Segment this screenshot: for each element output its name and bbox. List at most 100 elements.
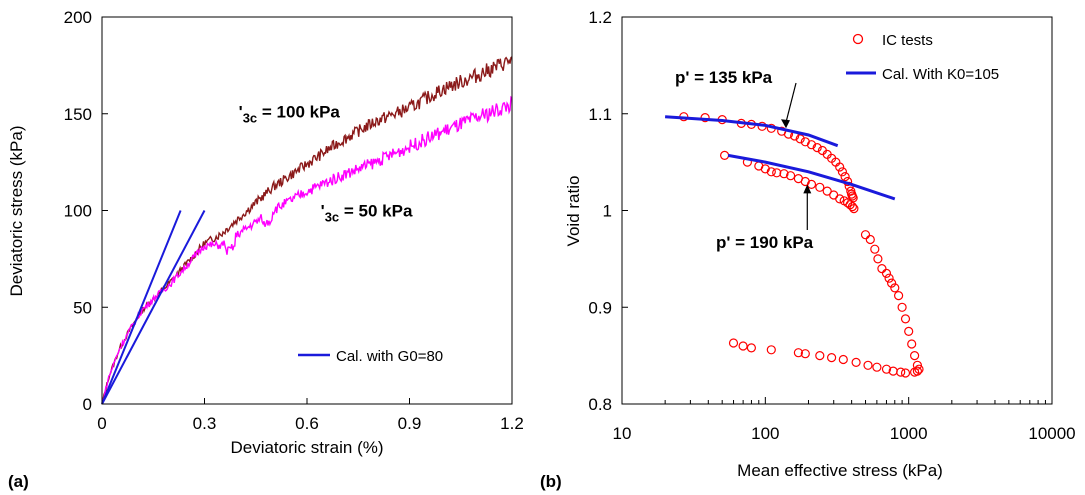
- panel-b-label: (b): [540, 472, 562, 491]
- panel-a-y-tick-label: 150: [64, 105, 92, 124]
- panel-b-test-point: [909, 367, 920, 377]
- panel-a: 0 0.3 0.6 0.9 1.2 0 50 100 150 200 Deviatoric str…: [7, 8, 524, 491]
- panel-b-test-point: [849, 204, 859, 214]
- panel-b-test-point: [719, 150, 730, 160]
- panel-b-test-point: [860, 230, 871, 240]
- panel-b-test-point: [890, 283, 900, 293]
- panel-b-test-point: [900, 314, 911, 324]
- panel-b-arrowhead-135: [781, 119, 791, 129]
- panel-a-ticks: 0 0.3 0.6 0.9 1.2 0 50 100 150 200: [64, 8, 524, 433]
- panel-b-annotation-190: p' = 190 kPa: [716, 233, 814, 252]
- panel-b-y-tick-label: 1.2: [588, 8, 612, 27]
- panel-b-x-tick-label: 100: [751, 424, 779, 443]
- panel-a-x-tick-label: 0.9: [398, 414, 422, 433]
- panel-b-test-point: [907, 339, 917, 349]
- panel-a-x-tick-label: 0: [97, 414, 106, 433]
- panel-b-test-point: [851, 357, 861, 367]
- panel-a-y-tick-label: 50: [73, 298, 92, 317]
- panel-b-x-tick-label: 1000: [890, 424, 928, 443]
- panel-b-test-point: [886, 278, 897, 288]
- panel-b-test-point: [881, 364, 892, 374]
- panel-b-test-point: [877, 264, 887, 274]
- panel-b-test-point: [815, 182, 825, 192]
- panel-b-test-point: [893, 291, 904, 301]
- panel-a-series-1: [101, 95, 513, 404]
- panel-b-test-point: [806, 140, 817, 150]
- panel-a-legend-label: Cal. with G0=80: [336, 348, 443, 365]
- panel-b-annotations: p' = 135 kPa p' = 190 kPa: [675, 68, 814, 252]
- panel-b-test-point: [785, 171, 796, 181]
- panel-b-test-point: [884, 273, 894, 283]
- panel-b-legend-marker: [852, 33, 864, 45]
- panel-b-test-point: [728, 338, 739, 348]
- panel-b-test-point: [904, 326, 914, 336]
- panel-b-test-point: [766, 345, 776, 355]
- panel-a-x-tick-label: 1.2: [500, 414, 524, 433]
- panel-b: 10 100 1000 10000 0.8 0.9 1 1.1 1.2 Mean effecti…: [540, 8, 1076, 491]
- panel-b-test-point: [822, 186, 832, 196]
- panel-b-x-axis-title: Mean effective stress (kPa): [737, 461, 943, 480]
- panel-b-test-point: [897, 302, 907, 312]
- panel-b-test-point: [888, 366, 898, 376]
- panel-b-test-point: [896, 367, 906, 377]
- panel-a-label: (a): [8, 472, 29, 491]
- panel-a-x-axis-title: Deviatoric strain (%): [230, 438, 383, 457]
- panel-a-series-3: [101, 210, 206, 405]
- panel-b-test-point: [746, 343, 757, 353]
- panel-b-test-point: [812, 143, 822, 153]
- panel-b-test-point: [815, 351, 825, 361]
- panel-b-marks: [665, 112, 924, 378]
- panel-b-test-point: [847, 202, 858, 212]
- panel-b-test-point: [795, 134, 805, 144]
- panel-b-test-point: [865, 234, 875, 245]
- panel-b-calc-line-2: [727, 153, 896, 201]
- panel-a-y-axis-title: Deviatoric stress (kPa): [7, 126, 26, 297]
- panel-a-series-2: [101, 210, 182, 405]
- panel-b-test-point: [826, 353, 837, 363]
- panel-b-test-point: [873, 254, 883, 264]
- panel-a-annotations: '3c = 100 kPa '3c = 50 kPa: [239, 103, 413, 225]
- panel-b-y-tick-label: 0.8: [588, 395, 612, 414]
- panel-b-test-point: [872, 362, 882, 372]
- panel-a-x-tick-label: 0.3: [193, 414, 217, 433]
- panel-b-test-point: [835, 194, 845, 204]
- panel-a-plot-frame: [101, 16, 513, 405]
- panel-b-test-point: [863, 360, 873, 370]
- panel-a-x-tick-label: 0.6: [295, 414, 319, 433]
- panel-b-ticks: 10 100 1000 10000 0.8 0.9 1 1.1 1.2: [588, 8, 1075, 443]
- panel-a-annotation-0: '3c = 100 kPa: [239, 103, 341, 126]
- panel-a-y-tick-label: 200: [64, 8, 92, 27]
- panel-a-series-0: [101, 56, 513, 404]
- panel-a-marks: [101, 56, 513, 405]
- panel-b-test-point: [838, 354, 848, 365]
- panel-b-arrowhead-190: [803, 184, 812, 194]
- panel-b-legend-label-calc: Cal. With K0=105: [882, 66, 999, 83]
- panel-a-y-tick-label: 0: [83, 395, 92, 414]
- panel-b-arrow-135: [785, 82, 797, 123]
- panel-b-calc-line-1: [665, 115, 839, 148]
- panel-b-y-tick-label: 1.1: [588, 105, 612, 124]
- panel-b-y-tick-label: 1: [603, 202, 612, 221]
- panel-b-x-tick-label: 10000: [1028, 424, 1075, 443]
- panel-b-test-point: [900, 368, 911, 378]
- panel-b-test-point: [829, 190, 839, 200]
- panel-b-y-tick-label: 0.9: [588, 298, 612, 317]
- panel-b-test-point: [837, 167, 848, 177]
- panel-b-test-point: [793, 348, 804, 358]
- panel-b-test-point: [909, 351, 920, 361]
- panel-a-annotation-1: '3c = 50 kPa: [321, 201, 413, 224]
- panel-b-test-point: [766, 167, 776, 177]
- panel-b-test-point: [772, 168, 782, 178]
- panel-b-y-axis-title: Void ratio: [564, 176, 583, 247]
- panel-b-legend-label-tests: IC tests: [882, 32, 933, 49]
- panel-b-test-point: [881, 268, 892, 278]
- panel-b-annotation-135: p' = 135 kPa: [675, 68, 773, 87]
- panel-a-y-tick-label: 100: [64, 202, 92, 221]
- panel-b-test-point: [760, 164, 770, 174]
- panel-b-test-point: [800, 349, 810, 359]
- panel-b-test-point: [835, 162, 845, 172]
- panel-b-test-point: [738, 341, 748, 351]
- panel-b-test-point: [779, 169, 789, 179]
- panel-b-test-point: [806, 179, 817, 189]
